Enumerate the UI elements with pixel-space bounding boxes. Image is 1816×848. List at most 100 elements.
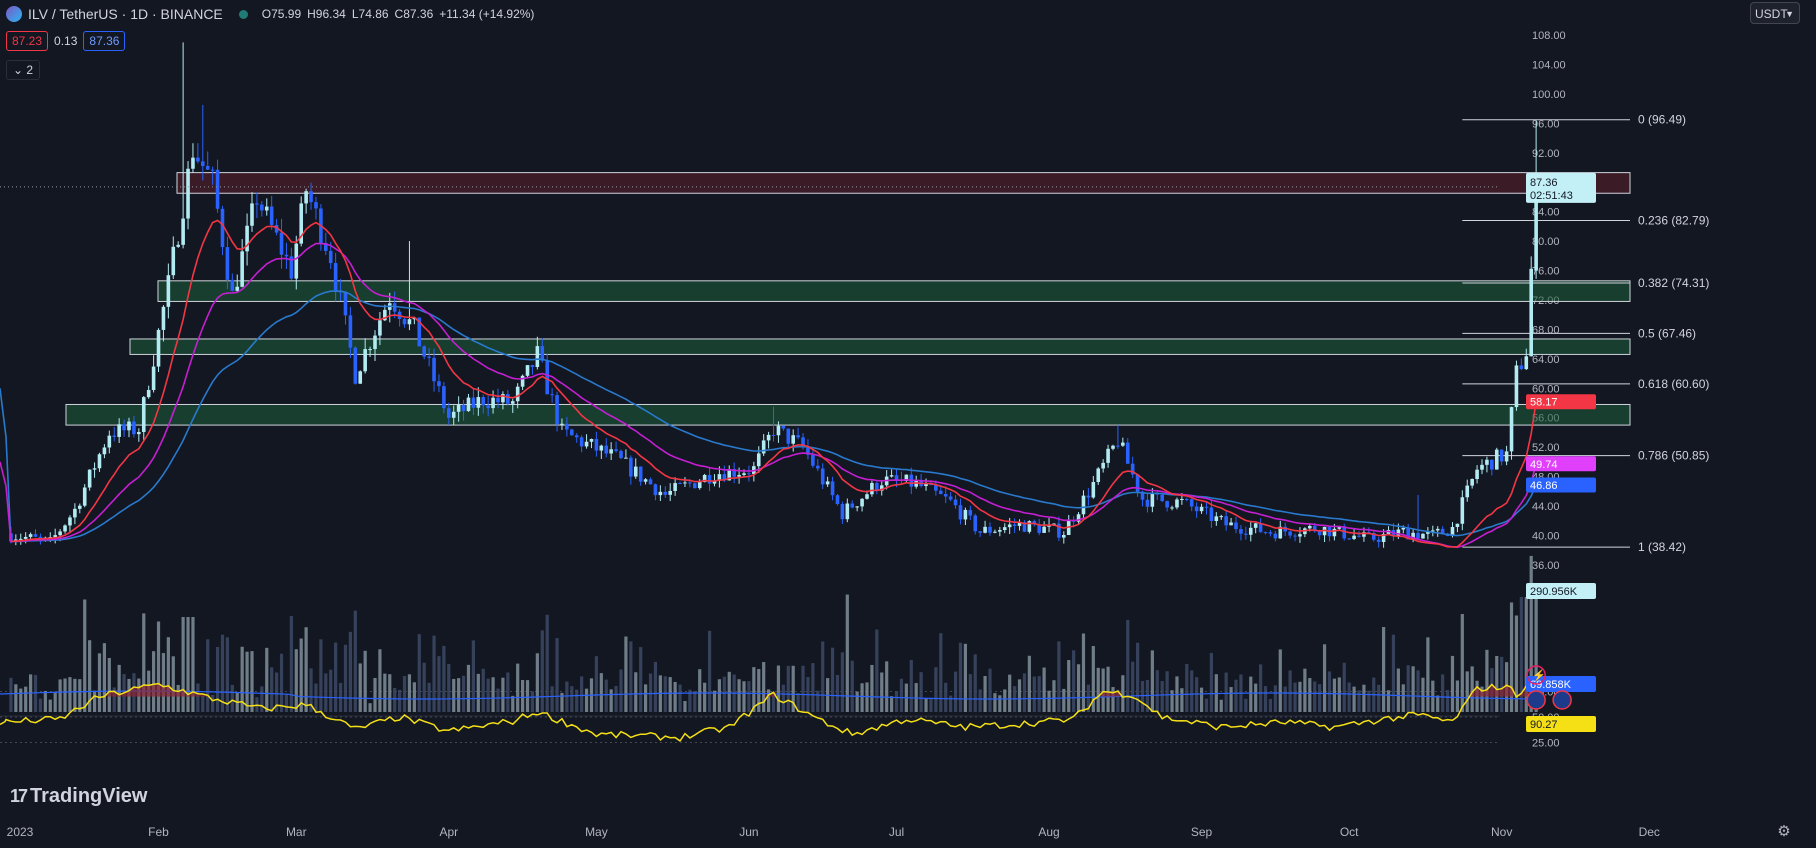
candle-body — [486, 405, 490, 409]
volume-bar — [575, 689, 579, 712]
candle-body — [816, 465, 820, 469]
volume-bar — [1106, 666, 1110, 712]
bid-button[interactable]: 87.23 — [6, 31, 49, 51]
volume-bar — [53, 692, 57, 712]
candle-body — [343, 292, 348, 316]
fib-level-label: 0.382 (74.31) — [1638, 276, 1709, 290]
candle-body — [92, 468, 97, 470]
volume-bar — [329, 669, 333, 712]
volume-bar — [1421, 677, 1425, 712]
y-tick-label: 36.00 — [1532, 560, 1560, 572]
volume-bar — [1096, 667, 1100, 712]
volume-bar — [353, 610, 357, 712]
candle-body — [958, 505, 963, 520]
tradingview-wordmark: TradingView — [30, 785, 148, 807]
candle-body — [1293, 535, 1297, 537]
candle-body — [1229, 522, 1233, 526]
candle-body — [860, 498, 864, 507]
candle-body — [1519, 365, 1524, 370]
x-tick-label: Nov — [1491, 825, 1512, 839]
volume-bar — [1465, 671, 1469, 712]
candle-body — [609, 449, 613, 454]
volume-bar — [1150, 650, 1154, 712]
volume-bar — [885, 661, 889, 712]
volume-bar — [919, 672, 923, 712]
candle-body — [712, 480, 717, 484]
volume-bar — [156, 621, 161, 712]
candle-body — [161, 306, 166, 330]
currency-label: USDT — [1755, 7, 1788, 21]
candle-body — [1081, 495, 1086, 515]
x-tick-label: Feb — [148, 825, 169, 839]
volume-bar — [929, 697, 933, 712]
candle-body — [1490, 459, 1494, 470]
candle-body — [939, 490, 943, 495]
volume-bar — [250, 651, 254, 712]
volume-bar — [1234, 679, 1238, 712]
market-open-indicator — [238, 9, 248, 19]
candle-body — [102, 447, 107, 455]
volume-bar — [1391, 634, 1396, 712]
candle-body — [1450, 526, 1455, 536]
ohlc-open: O75.99 — [261, 7, 302, 21]
candle-body — [579, 437, 584, 447]
candle-body — [1248, 527, 1253, 535]
tradingview-logo[interactable]: 17 TradingView — [10, 785, 147, 808]
spread-value: 0.13 — [54, 34, 78, 48]
volume-bar — [968, 674, 972, 712]
volume-bar — [486, 678, 490, 712]
volume-bar — [358, 663, 362, 712]
symbol-title[interactable]: ILV / TetherUS · 1D · BINANCE — [28, 6, 223, 22]
ema-short-tag-bg — [1526, 394, 1596, 410]
indicators-toggle-button[interactable]: ⌄ 2 — [6, 60, 41, 80]
candle-body — [1125, 442, 1130, 464]
candle-body — [215, 169, 220, 209]
candle-body — [220, 208, 225, 248]
candle-body — [427, 356, 431, 358]
volume-bar — [1116, 689, 1120, 712]
candle-body — [309, 191, 313, 203]
volume-bar — [378, 649, 382, 712]
volume-bar — [1204, 698, 1209, 712]
volume-bar — [801, 665, 805, 712]
volume-bar — [176, 684, 180, 712]
volume-bar — [673, 681, 677, 712]
volume-bar — [1111, 687, 1115, 712]
volume-bar — [319, 639, 323, 712]
candle-body — [988, 526, 992, 533]
candle-body — [496, 397, 500, 403]
candle-body — [447, 408, 451, 418]
volume-bar — [1327, 671, 1332, 712]
candle-body — [1180, 498, 1184, 500]
price-zone-support — [157, 280, 1631, 302]
candle-body — [324, 242, 328, 251]
candle-body — [392, 303, 397, 312]
ask-button[interactable]: 87.36 — [83, 31, 126, 51]
volume-bar — [215, 647, 220, 712]
volume-bar — [1293, 682, 1297, 712]
volume-bar — [161, 653, 166, 712]
volume-bar — [1131, 661, 1135, 712]
ema-long-tag: 46.86 — [1530, 480, 1558, 492]
gear-icon[interactable]: ⚙ — [1777, 823, 1791, 840]
candle-body — [1160, 494, 1164, 502]
candle-body — [299, 203, 303, 244]
volume-bar — [43, 690, 47, 712]
currency-select[interactable]: USDT ▼ — [1750, 2, 1800, 24]
current-price-tag: 87.36 — [1530, 177, 1558, 189]
candle-body — [629, 457, 633, 477]
candle-body — [806, 446, 810, 455]
volume-bar — [466, 664, 471, 712]
candle-body — [771, 434, 776, 436]
volume-bar — [1086, 684, 1090, 712]
volume-bar — [634, 672, 638, 712]
volume-bar — [1524, 597, 1528, 712]
candle-body — [510, 401, 515, 404]
candle-body — [879, 485, 884, 491]
volume-bar — [580, 676, 584, 712]
volume-bar — [776, 665, 781, 712]
volume-bar — [535, 653, 539, 712]
volume-bar — [540, 630, 544, 712]
y-tick-label: 76.00 — [1532, 266, 1560, 278]
